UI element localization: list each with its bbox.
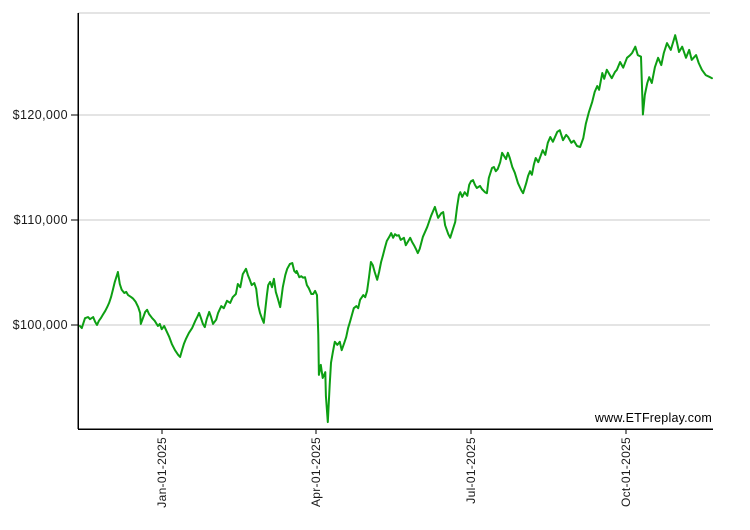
gridlines [78, 12, 710, 326]
growth-line-series [78, 34, 713, 424]
y-label-120000: $120,000 [13, 108, 68, 122]
y-label-100000: $100,000 [13, 318, 68, 332]
x-label-jan-01-2025: Jan-01-2025 [155, 437, 169, 508]
etfreplay-watermark-link[interactable]: www.ETFreplay.com [594, 411, 712, 425]
x-label-apr-01-2025: Apr-01-2025 [309, 437, 323, 507]
y-axis-labels: $120,000 $110,000 $100,000 [13, 108, 68, 332]
x-axis-ticks [161, 429, 627, 434]
y-label-110000: $110,000 [14, 213, 68, 227]
y-axis-ticks [71, 114, 78, 326]
axes [77, 13, 713, 430]
x-axis-labels: Jan-01-2025 Apr-01-2025 Jul-01-2025 Oct-… [155, 437, 633, 508]
x-label-oct-01-2025: Oct-01-2025 [619, 437, 633, 507]
x-label-jul-01-2025: Jul-01-2025 [464, 437, 478, 504]
